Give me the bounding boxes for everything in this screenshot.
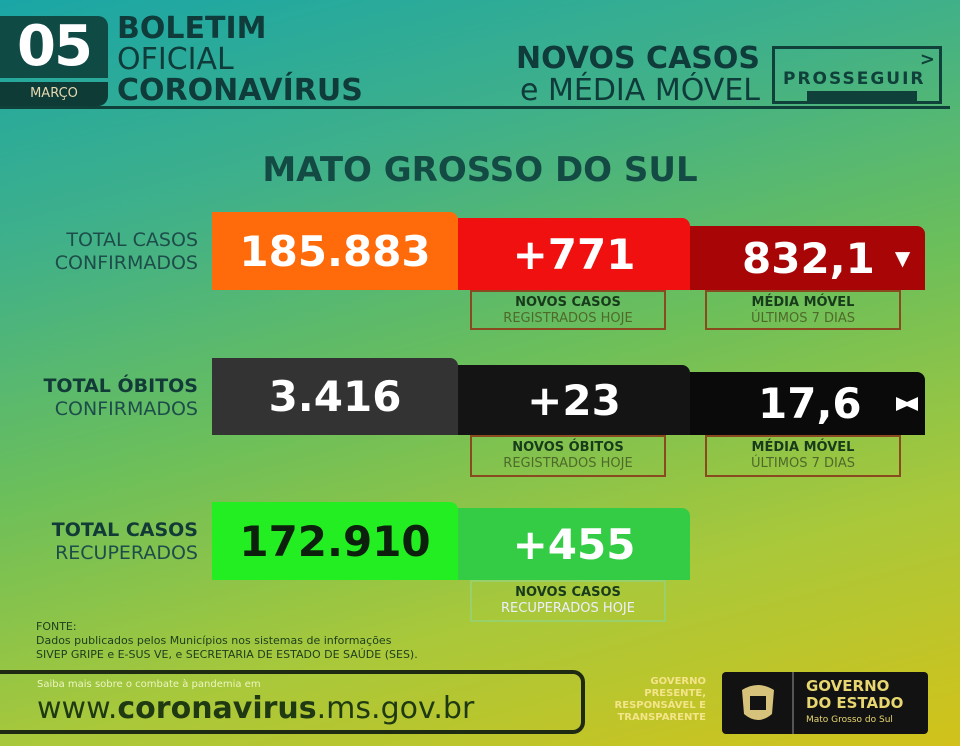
region-title: MATO GROSSO DO SUL <box>262 150 698 190</box>
prosseguir-subbar <box>807 91 917 101</box>
website-box[interactable]: Saiba mais sobre o combate à pandemia em… <box>0 670 585 734</box>
novos-casos-value: +771 <box>458 218 690 290</box>
media-obitos-box: 17,6 <box>690 372 925 435</box>
label-total-recuperados: TOTAL CASOS RECUPERADOS <box>51 519 198 564</box>
coat-of-arms-icon <box>742 685 774 720</box>
saiba-mais-text: Saiba mais sobre o combate à pandemia em <box>37 679 261 690</box>
website-url[interactable]: www.coronavirus.ms.gov.br <box>37 691 475 726</box>
header-media-movel: e MÉDIA MÓVEL <box>520 73 760 108</box>
governo-logo: GOVERNO DO ESTADO Mato Grosso do Sul <box>722 672 928 734</box>
caption-novos-casos: NOVOS CASOS REGISTRADOS HOJE <box>470 290 666 330</box>
header-divider <box>0 106 950 109</box>
trend-stable-icon <box>895 396 918 411</box>
title-oficial: OFICIAL <box>117 42 234 77</box>
title-coronavirus: CORONAVÍRUS <box>117 73 363 108</box>
date-day: 05 <box>0 16 108 78</box>
source-note: FONTE: Dados publicados pelos Municípios … <box>36 620 418 661</box>
caption-novos-obitos: NOVOS ÓBITOS REGISTRADOS HOJE <box>470 435 666 477</box>
caption-media-obitos: MÉDIA MÓVEL ÚLTIMOS 7 DIAS <box>705 435 901 477</box>
total-casos-value: 185.883 <box>212 212 458 290</box>
prosseguir-label: PROSSEGUIR <box>783 69 926 89</box>
media-obitos-value: 17,6 <box>758 379 862 428</box>
novos-recuperados-value: +455 <box>458 508 690 580</box>
caption-novos-recuperados: NOVOS CASOS RECUPERADOS HOJE <box>470 580 666 622</box>
label-total-casos: TOTAL CASOS CONFIRMADOS <box>54 229 198 274</box>
date-month: MARÇO <box>0 82 108 106</box>
header-novos-casos: NOVOS CASOS <box>516 41 760 76</box>
chevron-right-icon: > <box>919 49 935 70</box>
total-recuperados-value: 172.910 <box>212 502 458 580</box>
prosseguir-badge: > PROSSEGUIR <box>772 46 942 104</box>
novos-obitos-value: +23 <box>458 365 690 435</box>
media-casos-box: 832,1 ▼ <box>690 226 925 290</box>
total-obitos-value: 3.416 <box>212 358 458 435</box>
slogan: GOVERNO PRESENTE, RESPONSÁVEL E TRANSPARENT… <box>614 676 706 723</box>
label-total-obitos: TOTAL ÓBITOS CONFIRMADOS <box>43 375 198 420</box>
title-boletim: BOLETIM <box>117 11 267 46</box>
trend-down-icon: ▼ <box>894 246 911 270</box>
media-casos-value: 832,1 <box>742 233 875 283</box>
caption-media-casos: MÉDIA MÓVEL ÚLTIMOS 7 DIAS <box>705 290 901 330</box>
